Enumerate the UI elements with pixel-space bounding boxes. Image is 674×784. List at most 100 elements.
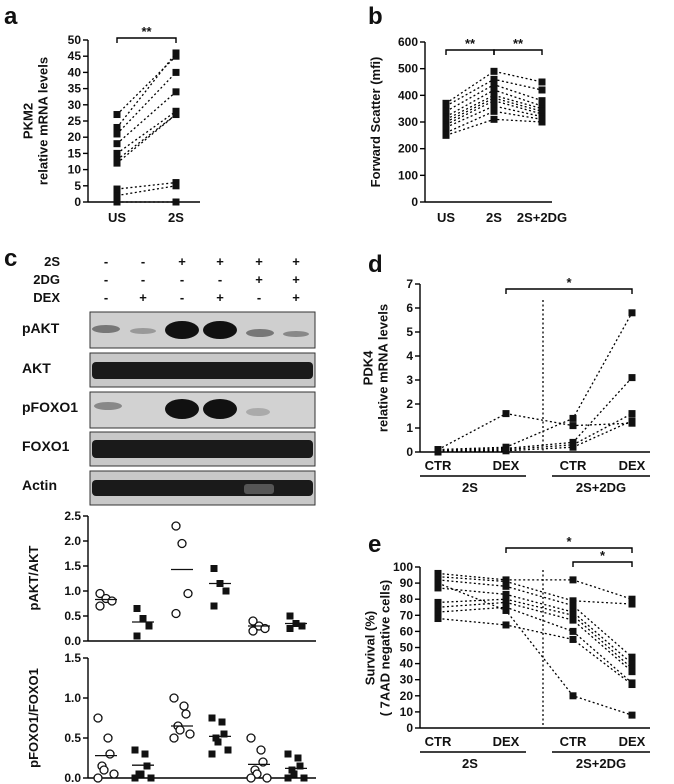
data-point <box>286 625 294 632</box>
data-point <box>248 626 258 636</box>
data-point <box>434 584 442 592</box>
significance-bracket <box>493 49 543 55</box>
cond-sign: + <box>292 290 300 305</box>
series-line <box>116 185 177 197</box>
y-tick-label: 1.0 <box>64 691 81 705</box>
data-point <box>442 107 450 115</box>
data-point <box>502 582 510 590</box>
x-tick-label: US <box>108 210 126 225</box>
data-point <box>490 86 498 94</box>
data-point <box>569 635 577 643</box>
y-tick-label: 20 <box>68 130 82 144</box>
data-point <box>214 738 222 746</box>
data-point <box>628 668 636 676</box>
group-label: 2S+2DG <box>576 480 626 495</box>
data-point <box>434 615 442 623</box>
y-tick-label: 50 <box>400 641 414 655</box>
data-point <box>490 102 498 110</box>
data-point <box>256 745 266 755</box>
condition-table: 2S 2DG DEX - - + + + + - - - - + + - + - + - + <box>33 254 300 305</box>
data-point <box>300 774 308 782</box>
data-point <box>147 774 155 782</box>
x-tick-label: CTR <box>560 734 587 749</box>
data-point <box>569 611 577 619</box>
y-tick-label: 0 <box>74 195 81 209</box>
data-point <box>490 75 498 83</box>
data-point <box>569 627 577 635</box>
cond-sign: - <box>180 290 184 305</box>
data-point <box>105 749 115 759</box>
data-point <box>172 111 180 119</box>
data-point <box>113 192 121 200</box>
data-point <box>169 733 179 743</box>
data-point <box>569 602 577 610</box>
data-point <box>113 123 121 131</box>
data-point <box>107 596 117 606</box>
cond-sign: - <box>218 272 222 287</box>
cond-sign: + <box>216 254 224 269</box>
y-tick-label: 90 <box>400 576 414 590</box>
data-point <box>502 621 510 629</box>
data-point <box>490 107 498 115</box>
data-point <box>113 111 121 119</box>
series-line <box>116 181 177 190</box>
data-point <box>113 130 121 138</box>
data-point <box>143 762 151 770</box>
y-tick-label: 0 <box>406 445 413 459</box>
data-point <box>208 750 216 758</box>
data-point <box>172 88 180 96</box>
y-tick-label: 0.0 <box>64 771 81 784</box>
data-point <box>183 588 193 599</box>
cond-sign: + <box>292 254 300 269</box>
data-point <box>172 198 180 206</box>
y-tick-label: 5 <box>74 179 81 193</box>
significance-label: ** <box>465 36 476 51</box>
blot-bands-foxo1 <box>92 440 313 458</box>
data-point <box>95 588 105 599</box>
data-point <box>113 159 121 167</box>
data-point <box>218 718 226 726</box>
series-line <box>116 55 177 115</box>
y-tick-label: 15 <box>68 146 82 160</box>
data-point <box>171 608 181 619</box>
data-point <box>490 81 498 89</box>
series-line <box>116 114 177 164</box>
y-axis-label: Forward Scatter (mfi) <box>368 57 383 188</box>
significance-label: ** <box>513 36 524 51</box>
cond-sign: - <box>104 272 108 287</box>
y-tick-label: 40 <box>400 657 414 671</box>
data-point <box>172 68 180 76</box>
data-point <box>628 600 636 608</box>
blot-label-akt: AKT <box>22 360 51 376</box>
x-tick-label: CTR <box>425 734 452 749</box>
significance-label: ** <box>141 24 152 39</box>
y-tick-label: 25 <box>68 114 82 128</box>
x-tick-label: CTR <box>560 458 587 473</box>
data-point <box>502 598 510 606</box>
data-point <box>222 587 230 595</box>
series-line <box>437 601 633 673</box>
blot-strip-pakt <box>89 311 316 349</box>
chart-e: 0 10 20 30 40 50 60 70 80 90 100 CTR DEX CTR DEX * * Surv… <box>363 534 650 771</box>
significance-label: * <box>600 548 606 563</box>
data-point <box>286 612 294 620</box>
blot-bands-actin <box>92 480 313 496</box>
blot-label-foxo1: FOXO1 <box>22 438 70 454</box>
significance-bracket <box>505 547 633 553</box>
cond-row-label-2s: 2S <box>44 254 60 269</box>
data-point <box>628 681 636 689</box>
data-point <box>179 701 189 711</box>
data-point <box>248 616 258 626</box>
data-point <box>99 765 109 775</box>
series-line <box>116 52 177 128</box>
chart-a: 0 5 10 15 20 25 30 35 40 45 50 US 2S ** PKM2 relative m… <box>21 24 200 225</box>
y-tick-label: 2 <box>406 397 413 411</box>
chart-d: 0 1 2 3 4 5 6 7 CTR DEX CTR DEX * PDK4 relative mRNA l… <box>361 275 650 495</box>
group-label: 2S <box>462 756 478 771</box>
series-line <box>445 99 543 126</box>
data-point <box>210 565 218 572</box>
series-line <box>437 377 633 452</box>
x-tick-label: DEX <box>493 458 520 473</box>
blot-bands-pakt <box>92 321 309 339</box>
data-point <box>434 608 442 616</box>
